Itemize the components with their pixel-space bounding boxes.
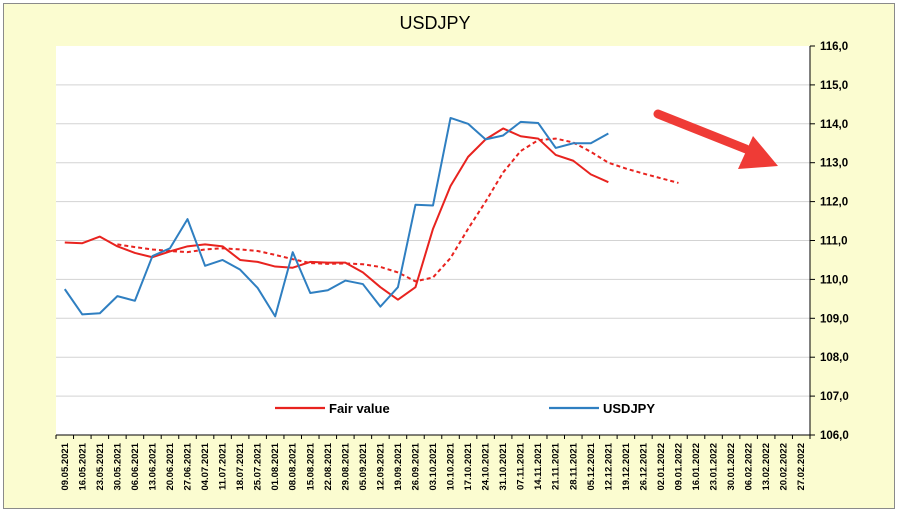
x-tick-label: 04.07.2021 (200, 442, 211, 490)
x-tick-label: 08.08.2021 (288, 442, 299, 490)
x-tick-label: 13.02.2022 (761, 443, 772, 491)
x-tick-label: 23.01.2022 (709, 443, 720, 491)
x-tick-label: 16.01.2022 (691, 443, 702, 491)
legend: Fair value USDJPY (275, 401, 655, 416)
x-tick-label: 24.10.2021 (481, 442, 492, 490)
usdjpy-chart: USDJPY 106,0 107,0 108,0 109,0 110,0 111,0 112… (55, 13, 849, 491)
x-tick-label: 26.12.2021 (638, 442, 649, 490)
series-line-0 (64, 127, 609, 301)
x-tick-label: 20.02.2022 (779, 443, 790, 491)
arrow-shaft (653, 109, 751, 154)
x-tick-label: 31.10.2021 (498, 442, 509, 490)
legend-label-usdjpy: USDJPY (603, 401, 655, 416)
x-axis: 09.05.2021 16.05.2021 23.05.2021 30.05.2021… (55, 434, 811, 491)
x-tick-label: 05.12.2021 (586, 442, 597, 490)
x-tick-label: 27.06.2021 (183, 442, 194, 490)
x-tick-label: 20.06.2021 (165, 442, 176, 490)
y-axis: 106,0 107,0 108,0 109,0 110,0 111,0 112,0 113,0… (809, 41, 849, 442)
x-tick-label: 06.02.2022 (744, 443, 755, 491)
x-tick-label: 29.08.2021 (340, 442, 351, 490)
chart-frame: USDJPY 106,0 107,0 108,0 109,0 110,0 111,0 112… (3, 3, 895, 509)
chart-title: USDJPY (399, 13, 470, 33)
x-tick-label: 05.09.2021 (358, 442, 369, 490)
x-tick-label: 14.11.2021 (533, 442, 544, 490)
y-tick-label: 112,0 (820, 197, 848, 209)
x-tick-label: 19.09.2021 (393, 442, 404, 490)
x-tick-label: 06.06.2021 (130, 442, 141, 490)
y-tick-label: 113,0 (820, 158, 848, 170)
x-tick-label: 23.05.2021 (95, 442, 106, 490)
x-tick-label: 26.09.2021 (410, 442, 421, 490)
x-tick-label: 28.11.2021 (568, 442, 579, 490)
x-tick-label: 09.05.2021 (60, 442, 71, 490)
series-line-2 (63, 116, 609, 318)
x-tick-label: 12.12.2021 (603, 442, 614, 490)
y-tick-label: 115,0 (820, 80, 848, 92)
y-tick-label: 116,0 (820, 41, 848, 53)
x-tick-label: 21.11.2021 (551, 442, 562, 490)
arrow-head (738, 136, 778, 169)
x-tick-label: 22.08.2021 (323, 442, 334, 490)
x-tick-label: 30.05.2021 (112, 442, 123, 490)
x-tick-label: 17.10.2021 (463, 442, 474, 490)
x-tick-label: 18.07.2021 (235, 442, 246, 490)
x-tick-label: 27.02.2022 (796, 443, 807, 491)
y-tick-label: 110,0 (820, 274, 848, 286)
y-tick-label: 107,0 (820, 391, 849, 403)
x-tick-label: 01.08.2021 (270, 442, 281, 490)
x-tick-label: 02.01.2022 (656, 443, 667, 491)
legend-label-fair-value: Fair value (329, 401, 390, 416)
y-tick-label: 114,0 (820, 119, 848, 131)
x-tick-label: 30.01.2022 (726, 443, 737, 491)
series-lines (63, 116, 679, 318)
series-line-1 (117, 137, 679, 283)
x-tick-label: 13.06.2021 (147, 442, 158, 490)
x-tick-label: 11.07.2021 (218, 442, 229, 490)
y-tick-label: 106,0 (820, 430, 849, 442)
x-tick-label: 10.10.2021 (446, 442, 457, 490)
x-tick-label: 09.01.2022 (673, 443, 684, 491)
y-tick-label: 109,0 (820, 313, 849, 325)
x-tick-label: 12.09.2021 (375, 442, 386, 490)
x-tick-label: 19.12.2021 (621, 442, 632, 490)
x-tick-label: 03.10.2021 (428, 442, 439, 490)
x-tick-label: 15.08.2021 (305, 442, 316, 490)
x-tick-label: 07.11.2021 (516, 442, 527, 490)
trend-arrow (653, 109, 778, 169)
x-tick-label: 16.05.2021 (77, 442, 88, 490)
y-tick-label: 111,0 (820, 236, 848, 248)
x-tick-label: 25.07.2021 (253, 442, 264, 490)
y-tick-label: 108,0 (820, 352, 849, 364)
